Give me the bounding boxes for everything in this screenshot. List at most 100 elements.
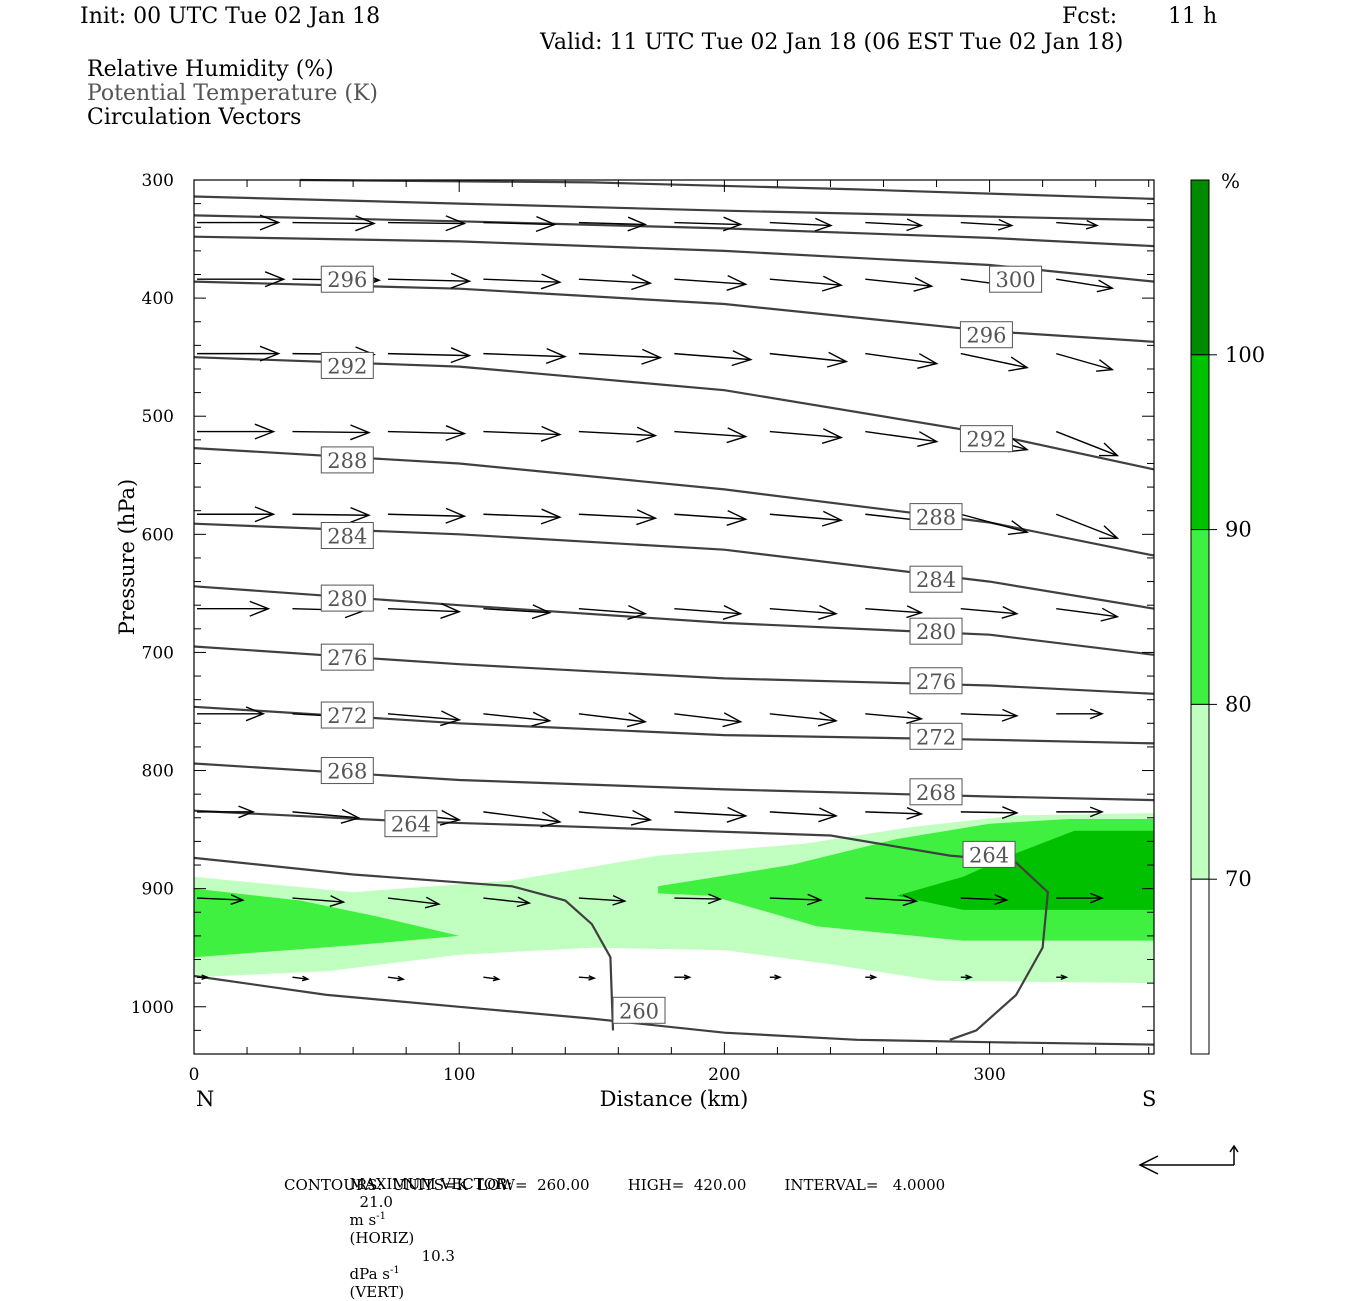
x-tick-label-100: 100 — [443, 1065, 475, 1085]
contour-label-260: 260 — [619, 999, 659, 1023]
vector-head-4-9 — [1098, 525, 1120, 539]
vector-head-7-0 — [238, 805, 255, 819]
vector-shaft-0-5 — [674, 221, 741, 226]
vector-shaft-0-3 — [483, 221, 555, 226]
vector-head-9-7 — [869, 974, 878, 981]
vector-shaft-7-3 — [483, 811, 560, 823]
contour-label-box-272 — [909, 722, 963, 750]
vector-head-2-9 — [1096, 359, 1115, 372]
colorbar-segment-2 — [1190, 529, 1210, 705]
rh-shade-80-1 — [194, 888, 460, 958]
vector-head-3-7 — [917, 431, 939, 447]
vector-shaft-4-2 — [387, 513, 465, 517]
y-tick-label-400: 400 — [142, 289, 174, 309]
vector-shaft-6-7 — [865, 713, 922, 720]
vector-head-8-2 — [424, 896, 441, 909]
vector-shaft-0-1 — [292, 221, 375, 225]
init-time: Init: 00 UTC Tue 02 Jan 18 — [80, 4, 381, 29]
contour-label-box-268 — [909, 778, 963, 806]
vector-head-6-5 — [722, 712, 743, 728]
forecast-label: Fcst: — [1062, 4, 1118, 29]
vector-head-1-2 — [450, 272, 472, 289]
vector-shaft-5-2 — [387, 608, 460, 613]
vert-exponent: -1 — [389, 1265, 400, 1276]
contour-label-box-260 — [612, 996, 666, 1024]
vector-head-6-6 — [817, 711, 838, 727]
vector-head-9-5 — [683, 974, 692, 981]
vector-shaft-7-7 — [865, 811, 922, 815]
vector-shaft-2-9 — [1056, 352, 1113, 371]
vector-shaft-7-1 — [292, 811, 359, 819]
vector-head-0-0 — [259, 214, 281, 231]
vector-head-4-4 — [636, 509, 658, 526]
vector-shaft-4-6 — [769, 513, 842, 521]
vector-head-9-6 — [774, 974, 782, 981]
vector-head-0-3 — [535, 215, 557, 233]
vector-head-5-7 — [906, 605, 924, 619]
theta-contour-unlabeled-2 — [193, 214, 1155, 248]
contour-label-box-284 — [320, 522, 374, 550]
vector-head-3-4 — [636, 426, 658, 443]
vector-shaft-6-6 — [769, 713, 837, 722]
vector-shaft-4-8 — [960, 513, 1028, 533]
contour-label-box-288 — [320, 446, 374, 474]
vector-shaft-3-6 — [769, 430, 842, 439]
vector-shaft-2-7 — [865, 352, 937, 365]
vector-shaft-1-3 — [483, 278, 560, 283]
theta-contour-unlabeled-1 — [193, 195, 1155, 222]
vert-value: 10.3 — [421, 1247, 455, 1265]
legend-vert-head — [1229, 1144, 1239, 1153]
y-axis-title: Pressure (hPa) — [115, 479, 139, 635]
contour-label-296: 296 — [966, 324, 1006, 348]
vector-head-7-9 — [1089, 806, 1104, 818]
contour-label-box-280 — [320, 584, 374, 612]
vector-head-4-6 — [821, 510, 844, 527]
vector-shaft-1-2 — [387, 278, 470, 282]
vector-head-0-5 — [722, 216, 743, 232]
contour-label-box-280 — [909, 617, 963, 645]
vector-head-3-5 — [726, 427, 748, 444]
vert-tag: (VERT) — [349, 1283, 405, 1301]
contour-label-box-264 — [384, 810, 438, 838]
vector-shaft-2-8 — [960, 352, 1028, 369]
vector-head-9-8 — [965, 974, 973, 981]
vector-shaft-1-5 — [674, 278, 746, 285]
vector-shaft-3-3 — [483, 430, 560, 436]
contour-label-268: 268 — [327, 760, 367, 784]
vector-head-3-2 — [445, 425, 467, 442]
contour-label-276: 276 — [327, 646, 367, 670]
vector-shaft-0-9 — [1056, 221, 1098, 227]
vector-head-1-7 — [913, 276, 934, 292]
vector-head-0-6 — [814, 217, 833, 232]
colorbar-label-80: 80 — [1225, 692, 1252, 716]
vector-head-6-0 — [245, 706, 266, 722]
vector-shaft-5-3 — [483, 608, 550, 614]
vector-head-9-0 — [201, 974, 210, 981]
vector-head-5-9 — [1100, 607, 1120, 622]
vector-head-7-3 — [540, 811, 562, 828]
y-tick-label-900: 900 — [142, 880, 174, 900]
forecast-hour: 11 h — [1168, 4, 1218, 29]
theta-contour-unlabeled-23 — [193, 856, 615, 1031]
vector-shaft-8-4 — [578, 897, 625, 902]
vector-shaft-8-7 — [865, 897, 917, 902]
vector-head-7-6 — [818, 807, 838, 823]
contour-label-box-272 — [320, 701, 374, 729]
vector-head-1-3 — [540, 273, 562, 290]
vector-head-9-3 — [492, 975, 501, 982]
horiz-units: m s — [349, 1211, 377, 1229]
vector-shaft-8-3 — [483, 897, 530, 904]
vector-head-8-4 — [612, 894, 627, 906]
y-tick-label-1000: 1000 — [131, 998, 174, 1018]
vector-head-5-6 — [818, 604, 838, 620]
vector-head-7-2 — [439, 809, 462, 826]
vector-shaft-3-2 — [387, 430, 465, 435]
vector-head-1-9 — [1096, 279, 1115, 293]
vector-head-8-0 — [230, 894, 245, 905]
vector-shaft-8-0 — [196, 897, 243, 901]
y-tick-label-600: 600 — [142, 525, 174, 545]
contour-label-box-276 — [320, 643, 374, 671]
vector-shaft-3-1 — [292, 430, 369, 434]
vector-head-0-1 — [355, 215, 376, 232]
field-vectors-title: Circulation Vectors — [87, 105, 302, 130]
